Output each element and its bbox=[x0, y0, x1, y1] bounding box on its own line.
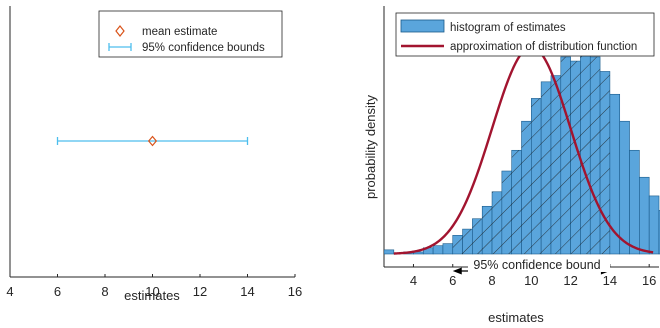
right-x-tick-label: 8 bbox=[488, 273, 495, 288]
arrow-head-left bbox=[452, 267, 462, 275]
histogram-bar bbox=[432, 245, 444, 255]
left-legend: mean estimate 95% confidence bounds bbox=[98, 10, 283, 58]
left-x-tick-label: 8 bbox=[101, 284, 108, 299]
right-x-tick-label: 12 bbox=[563, 273, 577, 288]
left-panel: 4 6 8 10 12 14 16 estimates mean estimate 95% … bbox=[6, 6, 302, 303]
left-errorbar bbox=[56, 135, 249, 147]
histogram-bar bbox=[619, 120, 630, 255]
left-x-tick-label: 16 bbox=[288, 284, 302, 299]
hatch-region bbox=[452, 50, 610, 255]
right-x-ticks: 4 6 8 10 12 14 16 bbox=[410, 264, 656, 288]
right-legend: histogram of estimates approximation of … bbox=[395, 12, 655, 57]
left-x-tick-label: 14 bbox=[240, 284, 254, 299]
left-x-tick-label: 12 bbox=[193, 284, 207, 299]
legend-mean-estimate: mean estimate bbox=[142, 26, 217, 38]
mean-estimate-marker bbox=[147, 135, 158, 147]
right-x-tick-label: 6 bbox=[449, 273, 456, 288]
confidence-bound-label: 95% confidence bound bbox=[473, 258, 600, 272]
histogram-bar bbox=[629, 149, 640, 255]
right-x-tick-label: 10 bbox=[524, 273, 538, 288]
legend-errorbar-icon bbox=[108, 43, 132, 51]
right-x-tick-label: 16 bbox=[642, 273, 656, 288]
legend-histogram-patch bbox=[400, 19, 445, 33]
left-x-tick-label: 6 bbox=[54, 284, 61, 299]
left-x-axis-label: estimates bbox=[124, 288, 180, 303]
legend-distribution: approximation of distribution function bbox=[450, 41, 637, 53]
left-x-ticks: 4 6 8 10 12 14 16 bbox=[6, 274, 302, 299]
histogram-bar bbox=[648, 195, 660, 255]
legend-histogram: histogram of estimates bbox=[450, 22, 566, 34]
right-x-tick-label: 14 bbox=[603, 273, 617, 288]
histogram-bar bbox=[384, 249, 395, 255]
right-y-axis-label: probability density bbox=[363, 94, 378, 199]
confidence-bound-label-bg bbox=[468, 256, 610, 272]
right-x-axis-label: estimates bbox=[488, 310, 544, 325]
left-x-tick-label: 10 bbox=[145, 284, 159, 299]
histogram-bar bbox=[639, 176, 650, 255]
left-x-tick-label: 4 bbox=[6, 284, 13, 299]
legend-confidence-bounds: 95% confidence bounds bbox=[142, 42, 265, 54]
right-panel: 4 6 8 10 12 14 16 estimates probability densit… bbox=[363, 6, 660, 325]
left-legend-box bbox=[98, 10, 283, 58]
histogram-bar bbox=[609, 93, 621, 255]
legend-diamond-icon bbox=[115, 25, 125, 37]
confidence-bound-annotation: 95% confidence bound bbox=[452, 256, 610, 275]
histogram-bar bbox=[442, 243, 454, 255]
right-x-tick-label: 4 bbox=[410, 273, 417, 288]
